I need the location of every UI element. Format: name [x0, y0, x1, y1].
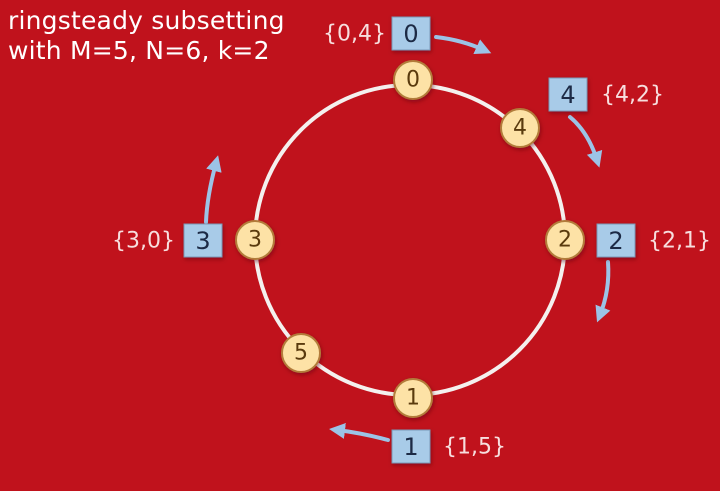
client-box-4: 4	[548, 77, 588, 112]
backend-node-label: 3	[248, 228, 262, 253]
backend-node-label: 1	[406, 386, 420, 411]
arrow-client-4	[568, 115, 603, 168]
title-line-1: ringsteady subsetting	[8, 6, 285, 35]
client-box-0: 0	[391, 16, 431, 51]
diagram-title: ringsteady subsetting with M=5, N=6, k=2	[8, 6, 285, 66]
subset-label-client-1: {1,5}	[443, 435, 506, 460]
backend-node-2: 2	[545, 220, 585, 260]
arrow-client-2	[595, 260, 611, 323]
subset-label-client-2: {2,1}	[648, 229, 711, 254]
subset-label-client-3: {3,0}	[112, 229, 175, 254]
backend-node-label: 5	[294, 341, 308, 366]
arrow-client-3	[204, 155, 222, 224]
arrow-client-1	[329, 423, 390, 442]
client-box-2: 2	[596, 223, 636, 258]
backend-node-label: 4	[513, 116, 527, 141]
client-box-3: 3	[183, 223, 223, 258]
backend-node-0: 0	[393, 60, 433, 100]
client-label: 4	[560, 81, 575, 109]
arrow-client-0	[434, 35, 492, 54]
client-label: 2	[608, 227, 623, 255]
backend-node-1: 1	[393, 378, 433, 418]
backend-node-4: 4	[500, 108, 540, 148]
backend-node-5: 5	[281, 333, 321, 373]
title-line-2: with M=5, N=6, k=2	[8, 36, 270, 65]
client-label: 1	[403, 433, 418, 461]
client-label: 0	[403, 20, 418, 48]
backend-node-label: 2	[558, 228, 572, 253]
subset-label-client-4: {4,2}	[601, 83, 664, 108]
client-box-1: 1	[391, 429, 431, 464]
backend-node-3: 3	[235, 220, 275, 260]
subset-label-client-0: {0,4}	[323, 22, 386, 47]
client-label: 3	[195, 227, 210, 255]
backend-node-label: 0	[406, 68, 420, 93]
